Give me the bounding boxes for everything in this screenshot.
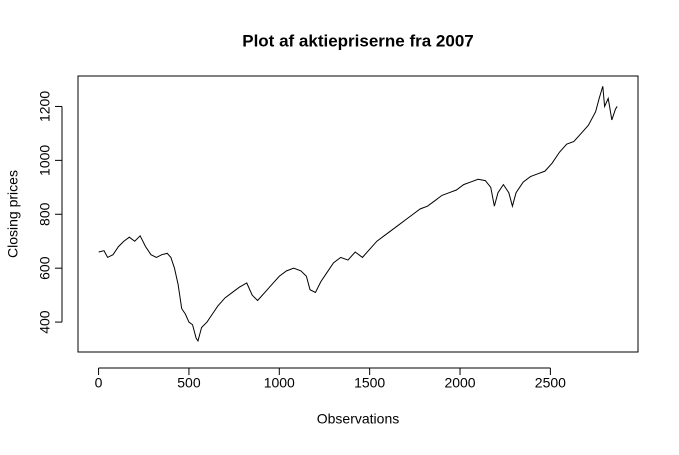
- x-tick-label: 500: [177, 375, 201, 391]
- y-tick-label: 800: [37, 202, 53, 226]
- x-tick-label: 2000: [444, 375, 475, 391]
- x-tick-label: 2500: [535, 375, 566, 391]
- y-tick-label: 600: [37, 256, 53, 280]
- y-axis-label: Closing prices: [5, 170, 21, 258]
- chart-title: Plot af aktiepriserne fra 2007: [242, 31, 474, 50]
- x-tick-label: 1000: [264, 375, 295, 391]
- x-tick-label: 0: [95, 375, 103, 391]
- plot-frame: [77, 75, 639, 353]
- x-axis-label: Observations: [317, 411, 399, 427]
- price-line: [98, 86, 618, 343]
- y-tick-label: 1000: [37, 145, 53, 176]
- y-tick-label: 1200: [37, 91, 53, 122]
- x-tick-label: 1500: [354, 375, 385, 391]
- y-tick-label: 400: [37, 310, 53, 334]
